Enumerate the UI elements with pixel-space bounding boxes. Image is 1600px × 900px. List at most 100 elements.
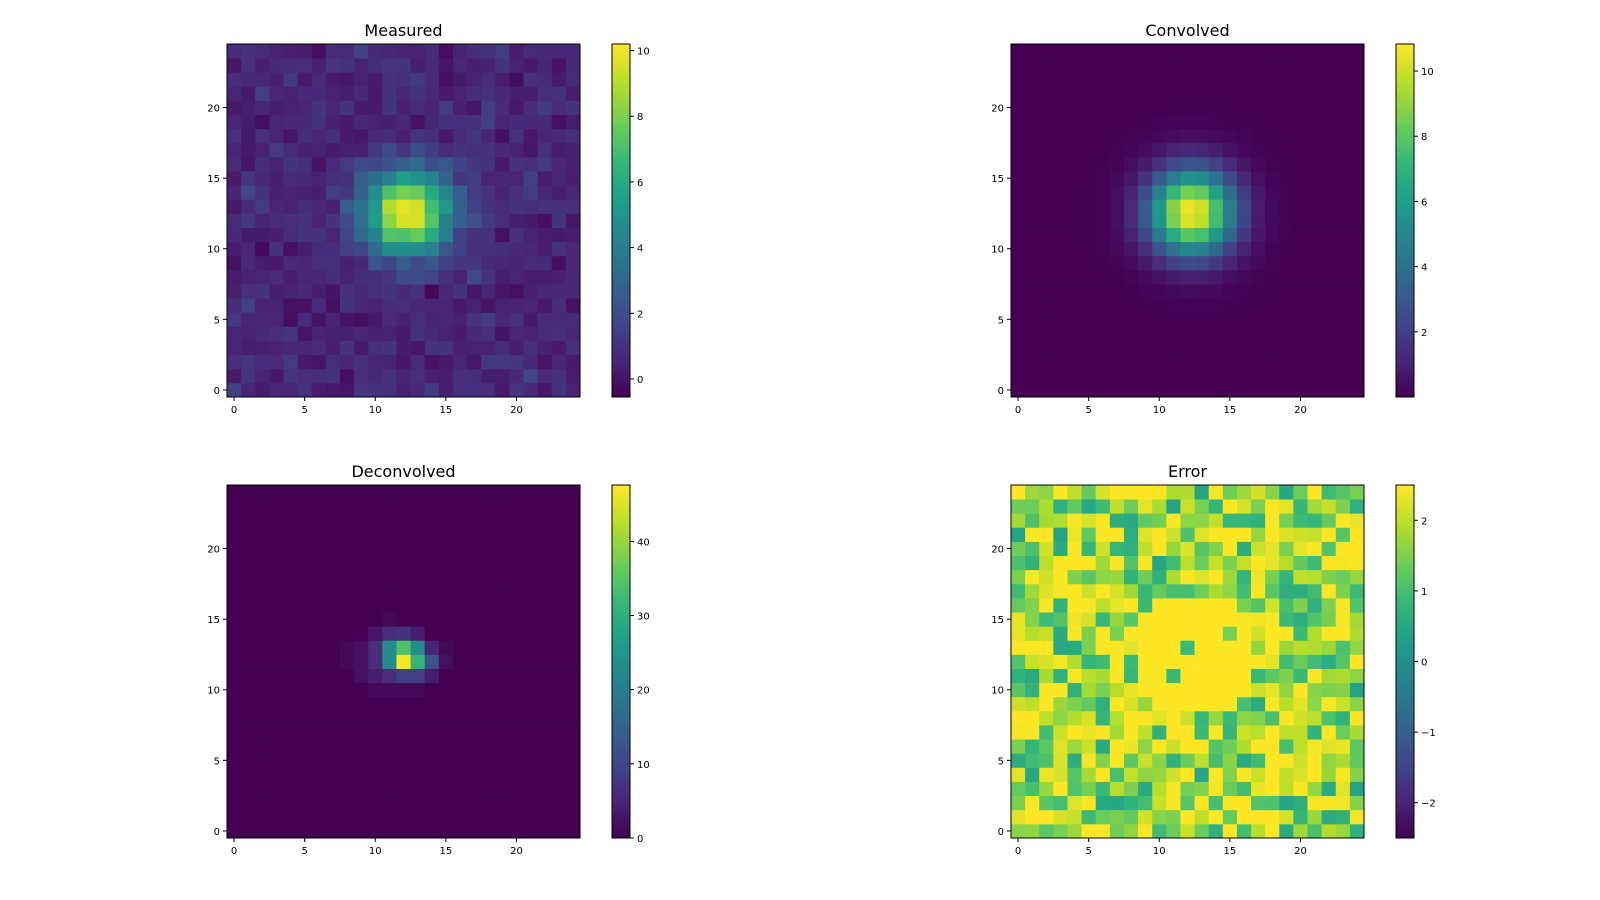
heatmap-cell bbox=[1123, 513, 1139, 528]
colorbar-segment bbox=[612, 806, 630, 811]
heatmap-cell bbox=[1194, 44, 1210, 59]
heatmap-cell bbox=[269, 541, 284, 556]
colorbar-tick-label: 10 bbox=[1421, 67, 1434, 78]
heatmap-cell bbox=[467, 725, 482, 740]
axes-frame bbox=[226, 484, 581, 839]
heatmap-cell bbox=[1109, 527, 1125, 542]
heatmap-cell bbox=[297, 527, 313, 542]
heatmap-cell bbox=[1067, 72, 1082, 87]
heatmap-cell bbox=[382, 58, 397, 73]
heatmap-cell bbox=[1081, 739, 1097, 754]
heatmap-cell bbox=[1138, 171, 1153, 186]
heatmap-cell bbox=[325, 213, 341, 228]
heatmap-cell bbox=[354, 795, 369, 811]
heatmap-cell bbox=[325, 823, 341, 839]
heatmap-cell bbox=[495, 823, 510, 839]
heatmap-cell bbox=[1166, 823, 1181, 839]
colorbar-segment bbox=[1396, 597, 1414, 602]
heatmap-cell bbox=[227, 795, 242, 811]
heatmap-cell bbox=[1067, 767, 1082, 782]
heatmap-cell bbox=[325, 58, 341, 73]
heatmap-cell bbox=[382, 213, 397, 228]
heatmap-cell bbox=[382, 326, 397, 341]
heatmap-cell bbox=[1208, 284, 1224, 299]
heatmap-cell bbox=[551, 583, 567, 599]
heatmap-cell bbox=[1251, 227, 1266, 243]
heatmap-cell bbox=[523, 795, 539, 811]
heatmap-cell bbox=[1180, 368, 1195, 384]
colorbar-segment bbox=[1396, 605, 1414, 610]
heatmap-cell bbox=[1265, 541, 1280, 556]
heatmap-cell bbox=[410, 626, 426, 641]
heatmap-cell bbox=[1335, 612, 1351, 627]
heatmap-cell bbox=[1166, 72, 1181, 87]
heatmap-cell bbox=[1067, 227, 1082, 243]
colorbar-segment bbox=[612, 365, 630, 370]
heatmap-cell bbox=[481, 612, 496, 627]
heatmap-cell bbox=[1265, 171, 1280, 186]
heatmap-cell bbox=[1321, 499, 1337, 514]
heatmap-cell bbox=[509, 527, 524, 542]
heatmap-cell bbox=[509, 114, 524, 130]
heatmap-cell bbox=[509, 485, 524, 500]
heatmap-cell bbox=[523, 128, 539, 144]
heatmap-cell bbox=[1279, 499, 1294, 514]
heatmap-cell bbox=[1236, 569, 1252, 585]
heatmap-cell bbox=[1321, 255, 1337, 271]
heatmap-cell bbox=[1039, 86, 1054, 101]
heatmap-cell bbox=[1349, 185, 1365, 200]
heatmap-cell bbox=[255, 739, 270, 754]
heatmap-cell bbox=[311, 626, 327, 641]
heatmap-cell bbox=[241, 340, 256, 356]
heatmap-cell bbox=[396, 781, 411, 797]
heatmap-cell bbox=[1053, 710, 1068, 726]
colorbar-segment bbox=[612, 312, 630, 317]
heatmap-cell bbox=[1307, 668, 1323, 684]
heatmap-cell bbox=[1095, 781, 1111, 797]
heatmap-cell bbox=[396, 114, 411, 130]
heatmap-cell bbox=[1166, 795, 1181, 811]
heatmap-cell bbox=[1194, 795, 1210, 811]
heatmap-cell bbox=[467, 668, 482, 684]
heatmap-cell bbox=[523, 823, 539, 839]
heatmap-cell bbox=[1265, 612, 1280, 627]
heatmap-cell bbox=[509, 312, 524, 327]
heatmap-cell bbox=[537, 668, 553, 684]
heatmap-cell bbox=[1067, 128, 1082, 144]
heatmap-cell bbox=[1123, 710, 1139, 726]
heatmap-cell bbox=[537, 597, 553, 613]
heatmap-cell bbox=[1279, 555, 1294, 571]
heatmap-cell bbox=[1236, 626, 1252, 641]
heatmap-cell bbox=[1293, 354, 1308, 370]
colorbar-segment bbox=[1396, 132, 1414, 137]
heatmap-cell bbox=[537, 86, 553, 101]
heatmap-cell bbox=[1349, 569, 1365, 585]
heatmap-cell bbox=[241, 654, 256, 669]
heatmap-cell bbox=[481, 541, 496, 556]
heatmap-cell bbox=[1222, 725, 1238, 740]
colorbar-segment bbox=[612, 580, 630, 585]
heatmap-cell bbox=[311, 298, 327, 313]
heatmap-cell bbox=[523, 668, 539, 684]
x-tick-label: 0 bbox=[231, 846, 237, 857]
heatmap-cell bbox=[354, 185, 369, 200]
heatmap-cell bbox=[1335, 725, 1351, 740]
heatmap-cell bbox=[1025, 541, 1040, 556]
heatmap-cell bbox=[255, 213, 270, 228]
colorbar-segment bbox=[612, 509, 630, 514]
heatmap-cell bbox=[368, 58, 383, 73]
heatmap-cell bbox=[1123, 213, 1139, 228]
colorbar-segment bbox=[1396, 231, 1414, 236]
panel-title: Deconvolved bbox=[351, 462, 455, 481]
heatmap-cell bbox=[537, 583, 553, 599]
heatmap-cell bbox=[1321, 781, 1337, 797]
heatmap-cell bbox=[509, 241, 524, 257]
heatmap-cell bbox=[1138, 241, 1153, 257]
heatmap-cell bbox=[1265, 781, 1280, 797]
heatmap-cell bbox=[1053, 86, 1068, 101]
heatmap-cell bbox=[1166, 142, 1181, 158]
heatmap-cell bbox=[1349, 58, 1365, 73]
heatmap-cell bbox=[438, 696, 454, 712]
heatmap-cell bbox=[311, 185, 327, 200]
heatmap-cell bbox=[438, 114, 454, 130]
